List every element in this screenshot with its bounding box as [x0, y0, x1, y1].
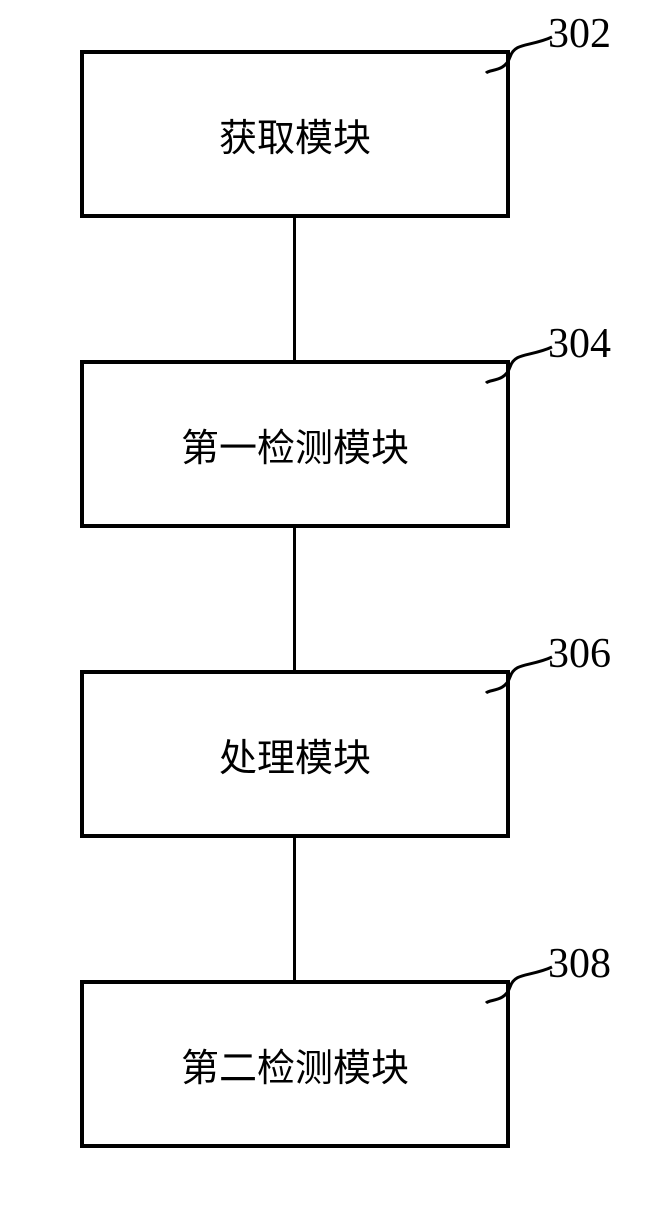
- node-304-label: 第一检测模块: [181, 417, 409, 472]
- edge-302-304: [293, 218, 296, 360]
- node-306: 处理模块: [80, 670, 510, 838]
- ref-label-304: 304: [548, 320, 611, 368]
- node-304: 第一检测模块: [80, 360, 510, 528]
- node-302-label: 获取模块: [219, 107, 371, 162]
- ref-label-306: 306: [548, 630, 611, 678]
- edge-306-308: [293, 838, 296, 980]
- node-306-label: 处理模块: [219, 727, 371, 782]
- ref-label-308: 308: [548, 940, 611, 988]
- ref-label-302: 302: [548, 10, 611, 58]
- node-308: 第二检测模块: [80, 980, 510, 1148]
- edge-304-306: [293, 528, 296, 670]
- node-308-label: 第二检测模块: [181, 1037, 409, 1092]
- node-302: 获取模块: [80, 50, 510, 218]
